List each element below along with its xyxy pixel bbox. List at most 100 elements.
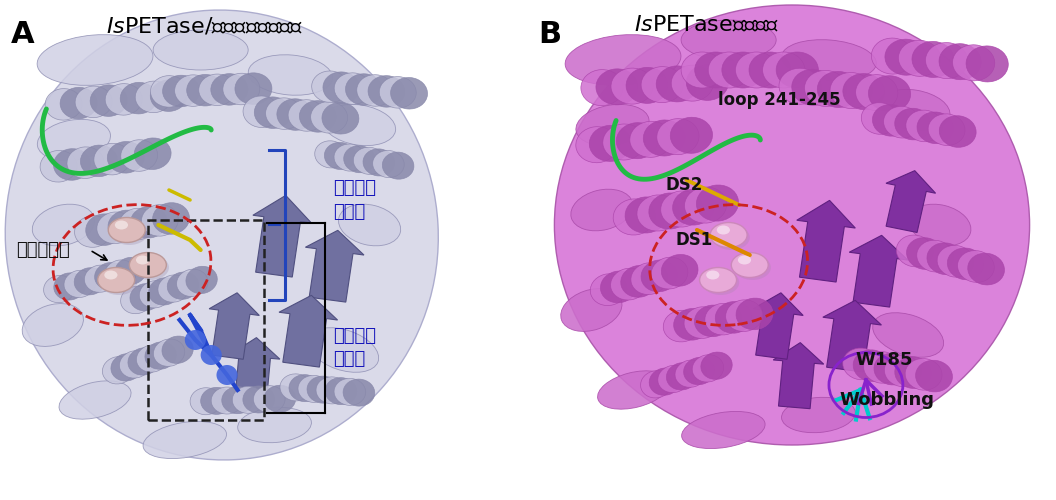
Ellipse shape — [132, 255, 169, 280]
Ellipse shape — [369, 76, 404, 107]
Ellipse shape — [167, 272, 199, 299]
Ellipse shape — [111, 354, 143, 381]
Ellipse shape — [323, 72, 360, 104]
Ellipse shape — [561, 288, 622, 332]
Ellipse shape — [894, 108, 931, 140]
Ellipse shape — [731, 252, 769, 278]
Ellipse shape — [641, 260, 678, 292]
Ellipse shape — [120, 140, 157, 172]
Ellipse shape — [596, 69, 638, 105]
Ellipse shape — [817, 72, 860, 108]
Ellipse shape — [673, 189, 715, 225]
Text: A: A — [11, 20, 34, 49]
Ellipse shape — [699, 268, 737, 292]
Ellipse shape — [37, 34, 153, 86]
Ellipse shape — [153, 30, 248, 70]
Ellipse shape — [187, 74, 224, 106]
Ellipse shape — [939, 116, 976, 148]
Ellipse shape — [379, 76, 416, 108]
Ellipse shape — [927, 243, 964, 274]
Ellipse shape — [706, 270, 719, 280]
Ellipse shape — [74, 268, 106, 295]
Bar — [148, 220, 264, 420]
Ellipse shape — [684, 187, 727, 223]
Ellipse shape — [906, 238, 943, 270]
Ellipse shape — [681, 412, 766, 449]
Ellipse shape — [641, 370, 672, 398]
Ellipse shape — [343, 146, 375, 172]
Ellipse shape — [108, 210, 145, 242]
Ellipse shape — [211, 387, 243, 414]
Ellipse shape — [149, 278, 180, 305]
Ellipse shape — [681, 52, 723, 88]
Ellipse shape — [100, 270, 137, 295]
Ellipse shape — [54, 148, 91, 180]
Ellipse shape — [762, 52, 805, 88]
Ellipse shape — [853, 350, 890, 382]
Ellipse shape — [937, 246, 974, 277]
Ellipse shape — [95, 262, 126, 289]
Ellipse shape — [64, 270, 95, 297]
Ellipse shape — [75, 86, 112, 118]
Circle shape — [216, 365, 238, 385]
Ellipse shape — [105, 260, 136, 287]
Ellipse shape — [637, 195, 679, 231]
Ellipse shape — [135, 81, 172, 112]
Ellipse shape — [130, 206, 167, 238]
Polygon shape — [229, 338, 280, 404]
Ellipse shape — [909, 204, 970, 246]
Ellipse shape — [871, 38, 913, 74]
Ellipse shape — [139, 280, 171, 308]
Ellipse shape — [611, 68, 654, 104]
Ellipse shape — [864, 352, 901, 383]
Ellipse shape — [60, 88, 97, 119]
Ellipse shape — [713, 225, 750, 250]
Ellipse shape — [373, 150, 404, 178]
Ellipse shape — [343, 379, 375, 406]
Ellipse shape — [234, 73, 271, 104]
Ellipse shape — [59, 381, 131, 419]
Text: DS1: DS1 — [676, 231, 713, 249]
Ellipse shape — [958, 250, 995, 282]
Ellipse shape — [102, 356, 134, 384]
Ellipse shape — [722, 52, 765, 88]
Ellipse shape — [734, 255, 771, 280]
Ellipse shape — [105, 270, 117, 280]
Ellipse shape — [86, 214, 122, 246]
Ellipse shape — [391, 78, 428, 109]
Ellipse shape — [190, 388, 222, 414]
Ellipse shape — [280, 374, 312, 401]
Ellipse shape — [830, 72, 872, 108]
Ellipse shape — [243, 96, 280, 128]
Ellipse shape — [581, 70, 623, 106]
Ellipse shape — [145, 342, 176, 369]
Ellipse shape — [325, 378, 357, 404]
Ellipse shape — [90, 85, 127, 116]
Ellipse shape — [75, 216, 112, 248]
Ellipse shape — [136, 345, 168, 372]
Ellipse shape — [106, 84, 143, 115]
Ellipse shape — [312, 71, 348, 102]
Polygon shape — [823, 300, 882, 372]
Ellipse shape — [80, 145, 117, 176]
Ellipse shape — [656, 66, 698, 102]
Ellipse shape — [45, 88, 82, 120]
Ellipse shape — [614, 199, 656, 235]
Ellipse shape — [702, 270, 739, 295]
Ellipse shape — [855, 74, 898, 110]
Ellipse shape — [641, 66, 683, 102]
Ellipse shape — [696, 185, 738, 221]
Polygon shape — [252, 196, 312, 277]
Ellipse shape — [674, 308, 711, 340]
Ellipse shape — [334, 144, 365, 171]
Ellipse shape — [683, 358, 715, 384]
Ellipse shape — [571, 189, 633, 231]
Ellipse shape — [598, 371, 670, 409]
Ellipse shape — [603, 124, 645, 160]
Ellipse shape — [300, 100, 336, 132]
Ellipse shape — [884, 355, 921, 386]
Ellipse shape — [681, 20, 776, 60]
Ellipse shape — [671, 118, 713, 154]
Ellipse shape — [695, 305, 732, 336]
Ellipse shape — [648, 193, 691, 229]
